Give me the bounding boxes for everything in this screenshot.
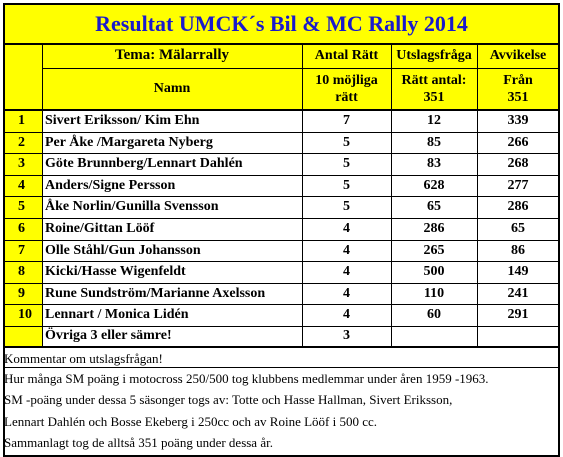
antal-cell: 4: [343, 264, 350, 279]
utslag-sub-line-2: 351: [423, 90, 445, 105]
name-cell: Roine/Gittan Lööf: [45, 221, 155, 236]
utslag-sub-line-1: Rätt antal:: [401, 73, 467, 88]
theme-label: Tema: Mälarrally: [114, 47, 229, 63]
name-cell: Åke Norlin/Gunilla Svensson: [45, 199, 219, 214]
utslag-cell: 286: [423, 221, 445, 236]
comment-line: SM -poäng under dessa 5 säsonger togs av…: [4, 392, 453, 407]
utslag-cell: 83: [427, 156, 441, 171]
grid-line-h: [3, 261, 560, 262]
grid-line-h: [3, 175, 560, 176]
table-bottom-line: [3, 346, 560, 348]
avvikelse-cell: 65: [511, 221, 525, 236]
rank-cell: 7: [18, 242, 25, 258]
page-title: Resultat UMCK´s Bil & MC Rally 2014: [95, 10, 468, 36]
utslag-subheader: Rätt antal: 351: [391, 68, 477, 110]
name-cell: Göte Brunnberg/Lennart Dahlén: [45, 156, 243, 171]
grid-line-h: [3, 132, 560, 133]
rank-cell: 2: [18, 134, 25, 150]
avvikelse-cell: 241: [507, 285, 529, 301]
grid-line-v: [477, 43, 478, 346]
utslag-cell: 110: [423, 285, 445, 301]
avvikelse-cell: 339: [507, 113, 529, 128]
title-band: [4, 4, 559, 43]
grid-line-h: [3, 304, 560, 305]
rank-cell: 1: [18, 113, 25, 128]
avvikelse-cell: 149: [507, 264, 529, 279]
utslag-cell: 65: [427, 199, 441, 214]
avvikelse-cell: 286: [507, 199, 529, 214]
grid-line-v: [391, 43, 392, 346]
avvikelse-cell: 277: [507, 177, 529, 193]
comment-line: Hur många SM poäng i motocross 250/500 t…: [4, 371, 489, 386]
rank-cell: 9: [18, 285, 25, 301]
rank-cell: 4: [18, 177, 25, 193]
grid-line-h: [3, 283, 560, 284]
rank-cell: 6: [18, 221, 25, 236]
outer-border-left: [3, 3, 5, 457]
antal-cell: 7: [343, 113, 350, 128]
avvikelse-cell: 268: [507, 156, 529, 171]
antal-subheader: 10 möjliga rätt: [302, 68, 391, 110]
col-header-namn: Namn: [153, 81, 191, 96]
grid-line-h: [3, 218, 560, 219]
col-header-avvikelse: Avvikelse: [489, 47, 547, 63]
utslag-cell: 265: [423, 242, 445, 258]
grid-line-h: [3, 196, 560, 197]
outer-border-top: [3, 3, 560, 5]
rank-cell: 8: [18, 264, 25, 279]
rank-cell: 10: [18, 307, 32, 322]
outer-border-right: [558, 3, 560, 457]
avvikelse-cell: 291: [507, 307, 529, 322]
antal-cell: 5: [343, 134, 350, 150]
grid-line-h: [42, 68, 559, 69]
rank-column-band: [4, 110, 42, 346]
antal-cell: 5: [343, 177, 350, 193]
grid-line-h: [3, 43, 560, 45]
utslag-cell: 628: [423, 177, 445, 193]
rank-cell: 5: [18, 199, 25, 214]
antal-cell: 4: [343, 307, 350, 322]
antal-cell: 4: [343, 242, 350, 258]
grid-line-h: [3, 153, 560, 154]
name-cell: Per Åke /Margareta Nyberg: [45, 134, 213, 150]
comment-line: Kommentar om utslagsfrågan!: [4, 351, 163, 366]
grid-line-h: [3, 240, 560, 241]
name-cell: Kicki/Hasse Wigenfeldt: [45, 264, 186, 279]
comment-line: Sammanlagt tog de alltså 351 poäng under…: [4, 435, 273, 450]
antal-sub-line-2: rätt: [335, 90, 358, 105]
grid-line-h: [3, 326, 560, 327]
name-cell: Lennart / Monica Lidén: [45, 307, 189, 322]
header-band: [4, 43, 559, 110]
name-cell: Anders/Signe Persson: [45, 177, 176, 193]
grid-line-v: [302, 43, 303, 346]
grid-line-h: [3, 109, 560, 111]
antal-cell: 5: [343, 156, 350, 171]
utslag-cell: 85: [427, 134, 441, 150]
col-header-utslag: Utslagsfråga: [396, 47, 472, 63]
avvikelse-cell: 266: [507, 134, 529, 150]
avvikelse-cell: 86: [511, 242, 525, 258]
col-header-antal: Antal Rätt: [314, 47, 379, 63]
avvikelse-subheader: Från 351: [477, 68, 559, 110]
grid-line-h: [3, 367, 560, 368]
ovriga-label: Övriga 3 eller sämre!: [45, 328, 172, 343]
comment-line: Lennart Dahlén och Bosse Ekeberg i 250cc…: [4, 414, 378, 429]
antal-cell: 4: [343, 221, 350, 236]
utslag-cell: 500: [423, 264, 445, 279]
utslag-cell: 60: [427, 307, 441, 322]
grid-line-v: [42, 43, 43, 346]
rank-cell: 3: [18, 156, 25, 171]
avv-sub-line-1: Från: [503, 73, 533, 88]
avv-sub-line-2: 351: [507, 90, 529, 105]
antal-cell: 4: [343, 285, 350, 301]
antal-cell: 5: [343, 199, 350, 214]
antal-sub-line-1: 10 möjliga: [315, 73, 378, 88]
name-cell: Rune Sundström/Marianne Axelsson: [45, 285, 266, 301]
outer-border-bottom: [3, 455, 560, 457]
utslag-cell: 12: [427, 113, 441, 128]
name-cell: Olle Ståhl/Gun Johansson: [45, 242, 201, 258]
name-cell: Sivert Eriksson/ Kim Ehn: [45, 113, 200, 128]
ovriga-antal: 3: [343, 328, 350, 343]
